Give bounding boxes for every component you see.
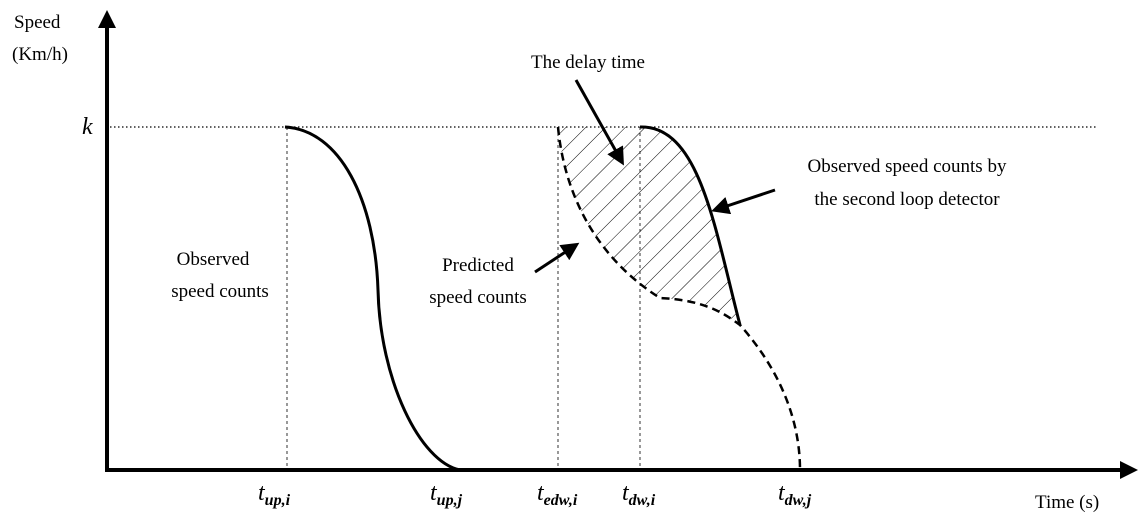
annotation: speed counts (171, 281, 269, 302)
tick-main: t (430, 480, 438, 506)
annotation: Observed speed counts by (808, 156, 1007, 177)
tick-label: tedw,i (537, 480, 578, 509)
x-label: Time (s) (1035, 492, 1099, 513)
tick-sub: edw,i (544, 492, 578, 509)
tick-main: t (258, 480, 266, 506)
arrow (574, 79, 624, 166)
annotation: Predicted (442, 255, 514, 276)
annotation: speed counts (429, 287, 527, 308)
y-label: (Km/h) (12, 44, 68, 65)
tick-sub: dw,j (785, 492, 812, 509)
annotation: the second loop detector (814, 189, 1000, 210)
tick-label: tdw,j (778, 480, 812, 509)
annotation: The delay time (531, 52, 645, 73)
tick-main: t (778, 480, 786, 506)
annotation: Observed (177, 249, 250, 270)
tick-label: tup,j (430, 480, 463, 509)
tick-label: tdw,i (622, 480, 656, 509)
delay-area (558, 126, 740, 325)
arrow (534, 242, 580, 274)
tick-main: t (537, 480, 545, 506)
second-curve (639, 125, 742, 326)
level-label: k (82, 114, 93, 140)
tick-main: t (622, 480, 630, 506)
tick-label: tup,i (258, 480, 291, 509)
arrow (711, 188, 776, 215)
predicted-curve (556, 126, 802, 471)
y-label: Speed (14, 12, 61, 33)
observed-curve (284, 125, 461, 472)
tick-sub: dw,i (629, 492, 656, 509)
tick-sub: up,j (437, 492, 463, 509)
tick-sub: up,i (265, 492, 291, 509)
